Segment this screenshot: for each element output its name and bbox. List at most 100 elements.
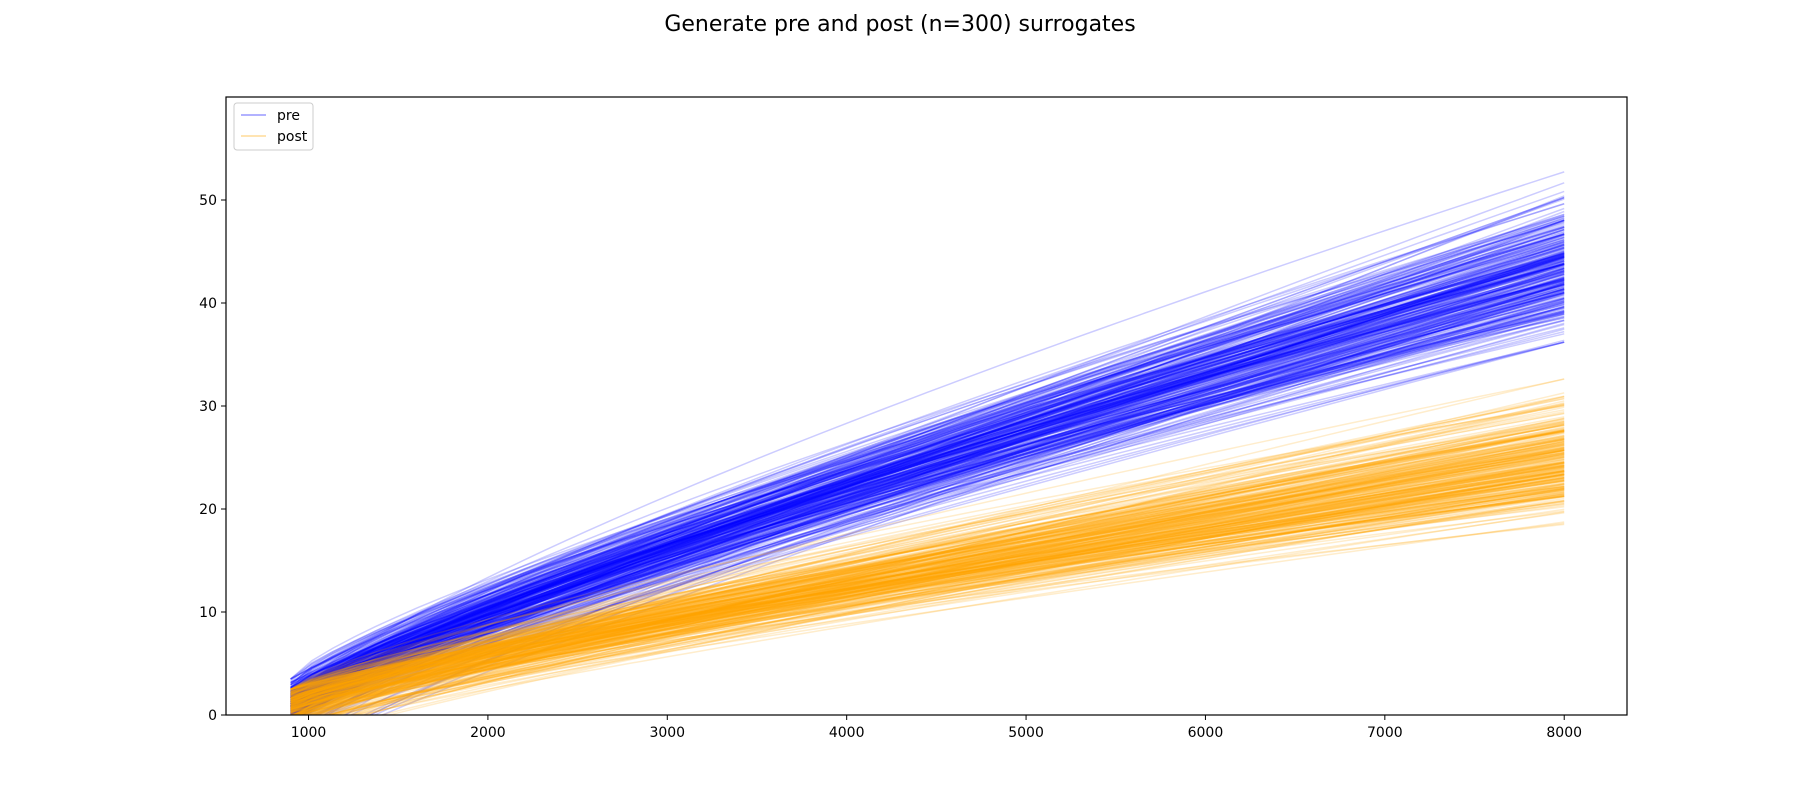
series-line-pre: [290, 260, 1565, 693]
series-line-post: [290, 499, 1565, 708]
x-tick-label: 4000: [829, 725, 865, 741]
series-line-post: [290, 456, 1565, 705]
series-line-pre: [290, 262, 1565, 710]
series-line-post: [290, 487, 1565, 706]
series-line-pre: [290, 270, 1565, 699]
y-tick-label: 20: [199, 502, 217, 518]
series-line-post: [290, 495, 1565, 695]
series-line-pre: [290, 311, 1565, 691]
series-line-post: [305, 466, 1565, 715]
series-line-pre: [290, 302, 1565, 703]
series-line-post: [290, 449, 1565, 691]
series-line-post: [290, 442, 1565, 711]
series-line-post: [290, 472, 1565, 703]
series-line-post: [290, 495, 1565, 702]
series-line-post: [290, 483, 1565, 701]
series-line-pre: [301, 244, 1565, 715]
series-line-pre: [290, 263, 1565, 693]
series-line-post: [290, 473, 1565, 715]
series-line-pre: [290, 269, 1565, 680]
series-line-pre: [290, 256, 1565, 702]
series-line-post: [290, 396, 1565, 696]
series-line-post: [290, 510, 1565, 709]
series-line-pre: [290, 288, 1565, 682]
legend-box: [233, 102, 314, 151]
series-line-post: [290, 437, 1565, 701]
series-line-pre: [290, 252, 1565, 714]
series-line-post: [290, 430, 1565, 704]
series-line-post: [290, 417, 1565, 696]
series-line-pre: [290, 277, 1565, 694]
series-line-post: [290, 484, 1565, 691]
series-line-pre: [290, 249, 1565, 715]
series-line-post: [305, 452, 1565, 715]
series-line-post: [313, 423, 1565, 715]
series-line-pre: [290, 263, 1565, 694]
series-line-post: [294, 449, 1565, 715]
series-line-pre: [290, 330, 1565, 699]
series-line-pre: [290, 228, 1565, 690]
series-line-pre: [290, 233, 1565, 705]
series-line-pre: [290, 233, 1565, 702]
series-line-post: [378, 475, 1565, 715]
series-line-post: [290, 495, 1565, 710]
series-line-pre: [290, 233, 1565, 695]
series-line-pre: [290, 255, 1565, 707]
series-line-post: [290, 448, 1565, 702]
series-line-post: [290, 493, 1565, 713]
series-line-pre: [295, 252, 1565, 715]
series-line-post: [290, 487, 1565, 693]
series-line-pre: [290, 265, 1565, 705]
series-line-post: [290, 461, 1565, 691]
series-line-pre: [299, 225, 1565, 715]
series-line-post: [290, 489, 1565, 699]
series-line-post: [290, 500, 1565, 701]
series-line-pre: [299, 308, 1565, 715]
series-line-pre: [290, 292, 1565, 696]
series-line-pre: [290, 303, 1565, 715]
series-line-pre: [290, 219, 1565, 702]
series-line-pre: [290, 310, 1565, 696]
series-line-post: [290, 475, 1565, 708]
series-line-pre: [344, 242, 1565, 715]
series-line-pre: [290, 234, 1565, 701]
series-line-pre: [290, 245, 1565, 701]
x-tick-label: 1000: [291, 725, 327, 741]
series-line-pre: [368, 290, 1565, 715]
y-tick-label: 30: [199, 399, 217, 415]
series-line-pre: [290, 303, 1565, 707]
series-line-pre: [290, 252, 1565, 714]
series-line-post: [290, 461, 1565, 715]
series-line-post: [290, 467, 1565, 692]
series-line-pre: [290, 301, 1565, 710]
series-line-post: [290, 461, 1565, 699]
series-line-pre: [290, 257, 1565, 697]
series-line-post: [290, 470, 1565, 711]
series-line-post: [290, 434, 1565, 704]
series-line-post: [290, 477, 1565, 712]
series-line-post: [290, 453, 1565, 702]
series-line-post: [290, 423, 1565, 704]
series-line-pre: [290, 221, 1565, 708]
series-line-pre: [290, 245, 1565, 700]
series-line-pre: [290, 307, 1565, 698]
series-line-pre: [290, 299, 1565, 715]
series-line-post: [290, 457, 1565, 690]
series-line-pre: [307, 257, 1565, 715]
series-line-pre: [290, 288, 1565, 715]
series-layer: [290, 171, 1565, 715]
series-line-pre: [373, 281, 1565, 715]
series-line-post: [290, 428, 1565, 710]
series-line-post: [290, 523, 1565, 712]
series-line-post: [290, 448, 1565, 690]
series-line-pre: [290, 303, 1565, 698]
series-line-pre: [290, 291, 1565, 704]
series-line-post: [290, 424, 1565, 714]
series-line-pre: [290, 319, 1565, 708]
series-line-pre: [291, 196, 1565, 715]
series-line-post: [363, 446, 1565, 715]
series-line-pre: [290, 271, 1565, 690]
series-line-pre: [290, 283, 1565, 695]
series-line-post: [290, 470, 1565, 704]
series-line-post: [290, 443, 1565, 710]
